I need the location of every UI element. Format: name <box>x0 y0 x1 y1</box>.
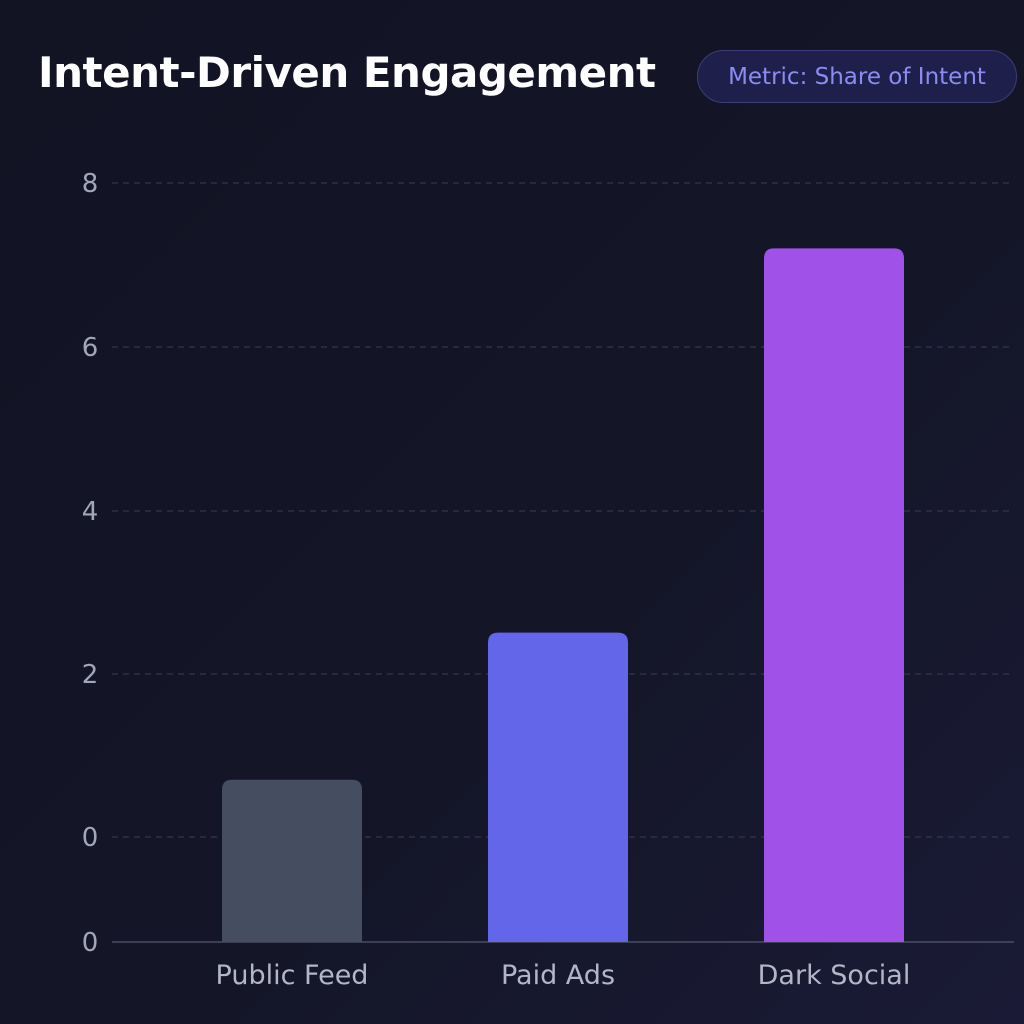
y-tick-label: 8 <box>82 169 99 199</box>
page-title: Intent-Driven Engagement <box>38 48 656 97</box>
bar-public-feed <box>222 779 362 942</box>
x-category-label: Paid Ads <box>501 960 615 991</box>
y-tick-label: 0 <box>82 823 99 853</box>
y-tick-label: 4 <box>82 497 99 527</box>
x-category-label: Dark Social <box>758 960 911 991</box>
metric-badge[interactable]: Metric: Share of Intent <box>697 50 1017 103</box>
bar-dark-social <box>764 248 904 942</box>
x-category-label: Public Feed <box>216 960 369 991</box>
y-tick-label: 2 <box>82 660 99 690</box>
y-tick-label: 0 <box>82 928 99 958</box>
y-tick-label: 6 <box>82 333 99 363</box>
bar-paid-ads <box>488 632 628 942</box>
